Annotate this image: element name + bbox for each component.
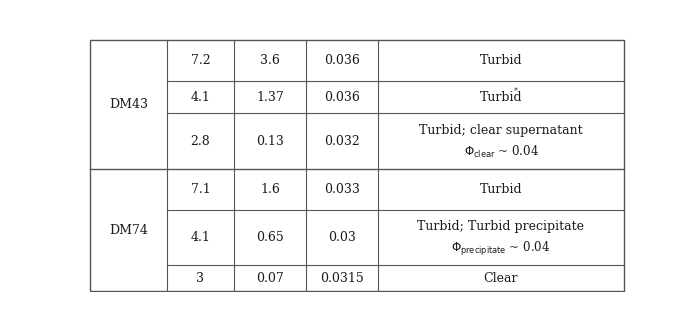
Text: Turbid: Turbid <box>480 183 523 196</box>
Text: 0.03: 0.03 <box>328 231 356 244</box>
Text: Turbid; Turbid precipitate: Turbid; Turbid precipitate <box>418 220 584 233</box>
Text: Turbid: Turbid <box>480 54 523 67</box>
Text: 3.6: 3.6 <box>260 54 280 67</box>
Text: 0.036: 0.036 <box>324 91 360 104</box>
Text: 0.13: 0.13 <box>256 134 284 148</box>
Text: 0.036: 0.036 <box>324 54 360 67</box>
Text: DM43: DM43 <box>109 98 148 111</box>
Text: 2.8: 2.8 <box>190 134 211 148</box>
Text: 1.37: 1.37 <box>256 91 284 104</box>
Text: 0.033: 0.033 <box>324 183 360 196</box>
Text: Turbid; clear supernatant: Turbid; clear supernatant <box>419 124 583 136</box>
Text: 7.2: 7.2 <box>190 54 211 67</box>
Text: 0.07: 0.07 <box>256 272 284 285</box>
Text: 1.6: 1.6 <box>260 183 280 196</box>
Text: Clear: Clear <box>484 272 518 285</box>
Text: DM74: DM74 <box>109 223 148 236</box>
Text: 4.1: 4.1 <box>190 231 211 244</box>
Text: $\Phi_{\mathrm{precipitate}}$ ~ 0.04: $\Phi_{\mathrm{precipitate}}$ ~ 0.04 <box>452 240 550 258</box>
Text: 0.0315: 0.0315 <box>320 272 364 285</box>
Text: 0.65: 0.65 <box>256 231 284 244</box>
Text: $\Phi_{\mathrm{clear}}$ ~ 0.04: $\Phi_{\mathrm{clear}}$ ~ 0.04 <box>464 144 539 160</box>
Text: $^{*}$: $^{*}$ <box>513 87 518 97</box>
Text: 7.1: 7.1 <box>190 183 211 196</box>
Text: 3: 3 <box>197 272 204 285</box>
Text: 4.1: 4.1 <box>190 91 211 104</box>
Text: Turbid: Turbid <box>480 91 523 104</box>
Text: 0.032: 0.032 <box>324 134 360 148</box>
